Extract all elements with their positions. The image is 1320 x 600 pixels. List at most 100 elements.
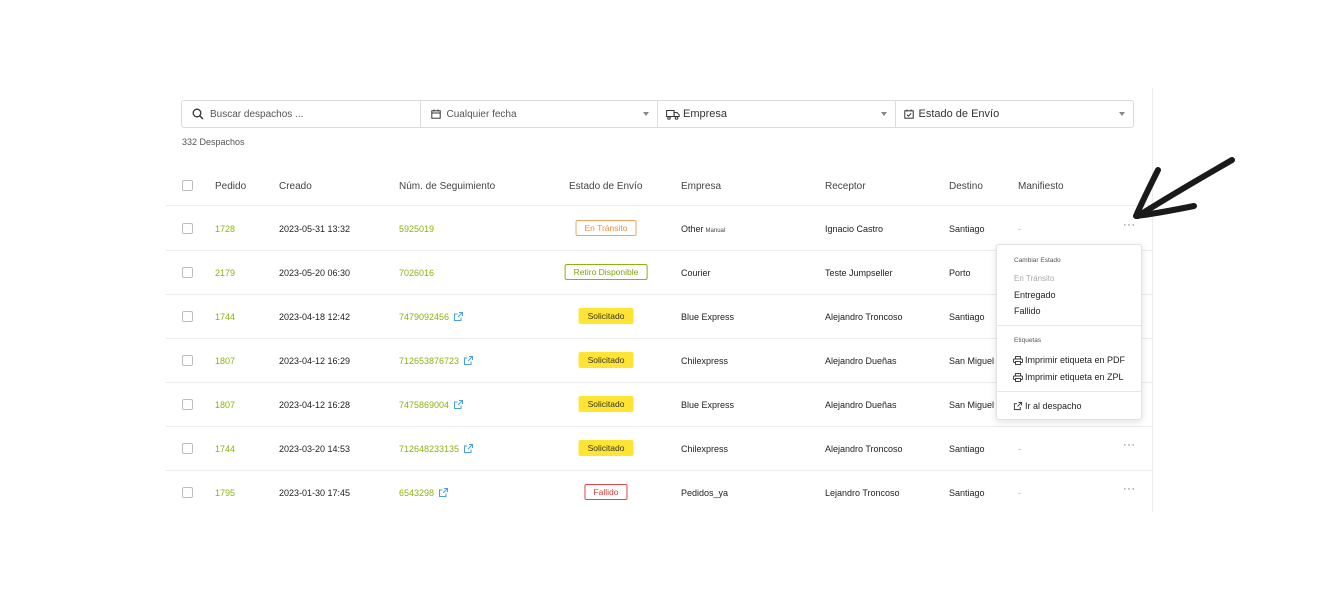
column-header-company[interactable]: Empresa: [681, 181, 722, 192]
tracking-number: 7479092456: [399, 312, 450, 322]
destination: San Miguel: [949, 356, 995, 366]
order-link[interactable]: 2179: [215, 268, 236, 278]
receiver-name: Alejandro Dueñas: [825, 356, 897, 366]
calendar-icon: [430, 109, 441, 119]
menu-go-to-shipment[interactable]: Ir al despacho: [1013, 401, 1082, 411]
column-header-created[interactable]: Creado: [279, 181, 312, 192]
row-actions-button[interactable]: ···: [1123, 439, 1136, 451]
tracking-link[interactable]: 7026016: [399, 268, 434, 278]
status-filter[interactable]: Estado de Envío: [896, 101, 1134, 127]
order-link[interactable]: 1807: [215, 356, 236, 366]
menu-divider: [997, 325, 1141, 326]
created-date: 2023-04-12 16:29: [279, 356, 351, 366]
column-header-status[interactable]: Estado de Envío: [569, 181, 643, 192]
filter-bar: Buscar despachos ... Cualquier fecha Emp…: [181, 100, 1134, 128]
tracking-number: 7026016: [399, 268, 435, 278]
order-link[interactable]: 1807: [215, 400, 236, 410]
receiver-name: Alejandro Troncoso: [825, 312, 903, 322]
table-row[interactable]: 1744 2023-03-20 14:53 712648233135 Solic…: [166, 427, 1152, 471]
status-badge: En Tránsito: [575, 220, 637, 236]
created-date: 2023-04-18 12:42: [279, 312, 351, 322]
print-pdf-label: Imprimir etiqueta en PDF: [1025, 355, 1126, 365]
table-row[interactable]: 1807 2023-04-12 16:28 7475869004 Solicit…: [166, 383, 1152, 427]
printer-icon: [1013, 355, 1023, 365]
destination: San Miguel: [949, 400, 995, 410]
select-all-checkbox[interactable]: [182, 180, 193, 191]
destination: Santiago: [949, 224, 985, 234]
company-name: Chilexpress: [681, 444, 729, 454]
tracking-number: 6543298: [399, 488, 435, 498]
order-link[interactable]: 1795: [215, 488, 236, 498]
external-link-icon[interactable]: [438, 487, 449, 498]
menu-print-pdf[interactable]: Imprimir etiqueta en PDF: [1013, 355, 1125, 365]
destination: Santiago: [949, 488, 985, 498]
company-filter-label: Empresa: [683, 108, 728, 120]
go-to-shipment-label: Ir al despacho: [1025, 401, 1082, 411]
row-checkbox[interactable]: [182, 399, 193, 410]
tracking-link[interactable]: 7479092456: [399, 311, 464, 322]
company-label: Other: [681, 224, 704, 234]
table-row[interactable]: 1744 2023-04-18 12:42 7479092456 Solicit…: [166, 295, 1152, 339]
search-input[interactable]: Buscar despachos ...: [182, 101, 421, 127]
status-filter-label: Estado de Envío: [918, 108, 1000, 120]
column-header-order[interactable]: Pedido: [215, 181, 247, 192]
external-link-icon[interactable]: [463, 355, 474, 366]
row-checkbox[interactable]: [182, 223, 193, 234]
table-row[interactable]: 1807 2023-04-12 16:29 712653876723 Solic…: [166, 339, 1152, 383]
created-date: 2023-03-20 14:53: [279, 444, 351, 454]
date-filter-label: Cualquier fecha: [446, 108, 517, 120]
column-header-receiver[interactable]: Receptor: [825, 181, 866, 192]
row-checkbox[interactable]: [182, 311, 193, 322]
status-badge: Fallido: [584, 484, 628, 500]
tracking-link[interactable]: 7475869004: [399, 399, 464, 410]
tracking-link[interactable]: 712653876723: [399, 355, 474, 366]
manifest-value: -: [1018, 224, 1021, 234]
row-checkbox[interactable]: [182, 355, 193, 366]
created-date: 2023-04-12 16:28: [279, 400, 351, 410]
column-header-manifest[interactable]: Manifiesto: [1018, 181, 1064, 192]
table-row[interactable]: 2179 2023-05-20 06:30 7026016 Retiro Dis…: [166, 251, 1152, 295]
tracking-link[interactable]: 712648233135: [399, 443, 474, 454]
column-header-tracking[interactable]: Núm. de Seguimiento: [399, 181, 496, 192]
external-link-icon[interactable]: [453, 311, 464, 322]
table-row[interactable]: 1795 2023-01-30 17:45 6543298 Fallido Pe…: [166, 471, 1152, 512]
row-actions-button[interactable]: ···: [1123, 219, 1136, 231]
menu-status-delivered[interactable]: Entregado: [1014, 290, 1056, 300]
order-link[interactable]: 1728: [215, 224, 236, 234]
date-filter[interactable]: Cualquier fecha: [421, 101, 658, 127]
tracking-number: 712648233135: [399, 444, 460, 454]
row-checkbox[interactable]: [182, 487, 193, 498]
tracking-number: 7475869004: [399, 400, 450, 410]
search-icon: [192, 108, 204, 120]
menu-status-failed[interactable]: Fallido: [1014, 306, 1041, 316]
row-checkbox[interactable]: [182, 443, 193, 454]
created-date: 2023-05-20 06:30: [279, 268, 351, 278]
manual-tag: Manual: [705, 228, 726, 234]
print-zpl-label: Imprimir etiqueta en ZPL: [1025, 372, 1124, 382]
receiver-name: Alejandro Troncoso: [825, 444, 903, 454]
column-header-destination[interactable]: Destino: [949, 181, 983, 192]
company-filter[interactable]: Empresa: [658, 101, 896, 127]
status-badge: Solicitado: [578, 352, 634, 368]
menu-print-zpl[interactable]: Imprimir etiqueta en ZPL: [1013, 372, 1124, 382]
tracking-link[interactable]: 5925019: [399, 224, 434, 234]
external-link-icon[interactable]: [453, 399, 464, 410]
tracking-link[interactable]: 6543298: [399, 487, 449, 498]
external-link-icon[interactable]: [463, 443, 474, 454]
annotation-arrow-icon: [1133, 157, 1235, 219]
menu-divider: [997, 391, 1141, 392]
order-link[interactable]: 1744: [215, 444, 236, 454]
panel-divider: [1152, 88, 1153, 512]
row-actions-button[interactable]: ···: [1123, 483, 1136, 495]
search-placeholder: Buscar despachos ...: [210, 108, 304, 120]
table-row[interactable]: 1728 2023-05-31 13:32 5925019 En Tránsit…: [166, 207, 1152, 251]
manifest-value: -: [1018, 488, 1021, 498]
change-status-header: Cambiar Estado: [1014, 257, 1061, 264]
row-checkbox[interactable]: [182, 267, 193, 278]
order-link[interactable]: 1744: [215, 312, 236, 322]
shipment-count: 332 Despachos: [182, 137, 245, 147]
status-badge: Solicitado: [578, 440, 634, 456]
company-name: Blue Express: [681, 312, 735, 322]
company-name: Courier: [681, 268, 711, 278]
company-name: Other Manual: [681, 224, 725, 234]
